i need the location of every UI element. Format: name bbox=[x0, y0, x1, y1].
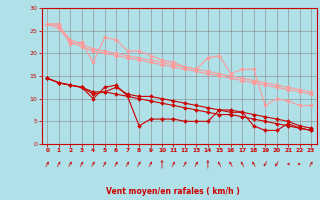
Text: Vent moyen/en rafales ( km/h ): Vent moyen/en rafales ( km/h ) bbox=[106, 187, 240, 196]
